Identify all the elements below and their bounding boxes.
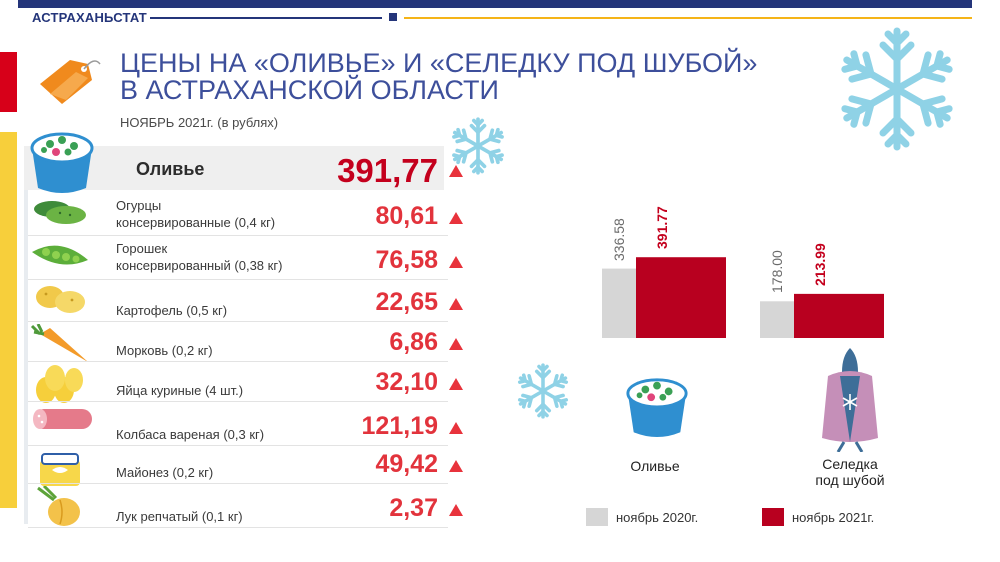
side-accent-red bbox=[0, 52, 17, 112]
bar-value-label: 213.99 bbox=[812, 243, 828, 286]
ingredient-price: 80,61 bbox=[375, 202, 438, 230]
header-line-left bbox=[150, 17, 382, 19]
legend-swatch-2021 bbox=[762, 508, 784, 526]
ingredient-price: 32,10 bbox=[375, 368, 438, 396]
ingredient-label: Горошек консервированный (0,38 кг) bbox=[116, 241, 283, 273]
olivie-total-value: 391,77 bbox=[337, 152, 438, 189]
ingredient-price: 121,19 bbox=[361, 412, 438, 440]
price-up-arrow-icon bbox=[449, 460, 463, 472]
ingredient-label: Лук репчатый (0,1 кг) bbox=[116, 509, 243, 524]
ingredient-label: Морковь (0,2 кг) bbox=[116, 343, 213, 358]
side-accent-yellow bbox=[0, 132, 17, 508]
row-separator bbox=[28, 401, 448, 402]
bar-value-label: 391.77 bbox=[654, 206, 670, 250]
page-title: ЦЕНЫ НА «ОЛИВЬЕ» И «СЕЛЕДКУ ПОД ШУБОЙ» В… bbox=[120, 48, 758, 105]
potato-icon bbox=[30, 282, 90, 321]
bar-2021-0 bbox=[636, 257, 726, 338]
ingredient-price: 6,86 bbox=[389, 328, 438, 356]
price-up-arrow-icon bbox=[449, 212, 463, 224]
price-up-arrow-icon bbox=[449, 422, 463, 434]
price-up-arrow-icon bbox=[449, 338, 463, 350]
bar-value-label: 336.58 bbox=[611, 217, 627, 261]
price-up-arrow-icon bbox=[449, 378, 463, 390]
ingredient-row: Лук репчатый (0,1 кг) 2,37 bbox=[24, 484, 468, 528]
header-line-right bbox=[404, 17, 972, 19]
bar-value-label: 178.00 bbox=[769, 250, 785, 294]
row-separator bbox=[28, 361, 448, 362]
snowflake-large-icon bbox=[828, 27, 966, 154]
row-separator bbox=[28, 527, 448, 528]
mayonnaise-icon bbox=[30, 448, 90, 493]
ingredient-label: Колбаса вареная (0,3 кг) bbox=[116, 427, 265, 442]
ingredient-label: Майонез (0,2 кг) bbox=[116, 465, 214, 480]
olivie-up-arrow-icon bbox=[449, 165, 463, 177]
price-up-arrow-icon bbox=[449, 256, 463, 268]
price-tag-icon bbox=[40, 60, 101, 104]
ingredient-price: 22,65 bbox=[375, 288, 438, 316]
eggs-icon bbox=[30, 364, 90, 409]
category-label-olivie: Оливье bbox=[630, 458, 680, 474]
price-up-arrow-icon bbox=[449, 298, 463, 310]
carrot-icon bbox=[30, 323, 90, 369]
olivie-label: Оливье bbox=[136, 159, 205, 179]
page-subtitle: НОЯБРЬ 2021г. (в рублях) bbox=[120, 115, 279, 130]
cucumber-icon bbox=[30, 195, 90, 234]
ingredient-label: Огурцы консервированные (0,4 кг) bbox=[116, 198, 276, 230]
category-label-herring: Селедка под шубой bbox=[815, 456, 885, 488]
olivie-category-icon bbox=[626, 378, 688, 438]
table-left-border bbox=[24, 152, 28, 524]
peas-icon bbox=[30, 238, 90, 277]
ingredient-row: Морковь (0,2 кг) 6,86 bbox=[24, 322, 468, 362]
legend-label-2020: ноябрь 2020г. bbox=[616, 510, 699, 525]
ingredient-label: Яйца куриные (4 шт.) bbox=[116, 383, 244, 398]
ingredient-row: Горошек консервированный (0,38 кг) 76,58 bbox=[24, 236, 468, 280]
ingredient-row: Колбаса вареная (0,3 кг) 121,19 bbox=[24, 402, 468, 446]
price-bar-chart bbox=[602, 257, 884, 338]
sausage-icon bbox=[30, 404, 96, 439]
header-square bbox=[389, 13, 397, 21]
legend-swatch-2020 bbox=[586, 508, 608, 526]
snowflake-mid-icon bbox=[515, 363, 571, 419]
ingredient-row: Яйца куриные (4 шт.) 32,10 bbox=[24, 362, 468, 403]
legend-label-2021: ноябрь 2021г. bbox=[792, 510, 875, 525]
ingredient-price: 2,37 bbox=[389, 494, 438, 522]
row-separator bbox=[28, 235, 448, 236]
ingredient-price: 76,58 bbox=[375, 246, 438, 274]
price-up-arrow-icon bbox=[449, 504, 463, 516]
bar-2021-1 bbox=[794, 293, 884, 338]
olivie-total-row bbox=[24, 146, 444, 190]
row-separator bbox=[28, 279, 448, 280]
ingredient-row: Картофель (0,5 кг) 22,65 bbox=[24, 280, 468, 322]
olivie-bowl-icon bbox=[30, 132, 94, 193]
bar-2020-1 bbox=[760, 301, 794, 338]
row-separator bbox=[28, 321, 448, 322]
ingredient-row: Майонез (0,2 кг) 49,42 bbox=[24, 446, 468, 486]
ingredient-label: Картофель (0,5 кг) bbox=[116, 303, 228, 318]
bar-2020-0 bbox=[602, 268, 636, 338]
row-separator bbox=[28, 445, 448, 446]
ingredient-price: 49,42 bbox=[375, 450, 438, 478]
brand-name: АСТРАХАНЬСТАТ bbox=[32, 10, 147, 25]
ingredient-row: Огурцы консервированные (0,4 кг) 80,61 bbox=[24, 193, 468, 236]
row-separator bbox=[28, 483, 448, 484]
top-bar bbox=[18, 0, 972, 8]
herring-fur-coat-icon bbox=[822, 348, 878, 452]
onion-icon bbox=[30, 484, 90, 535]
